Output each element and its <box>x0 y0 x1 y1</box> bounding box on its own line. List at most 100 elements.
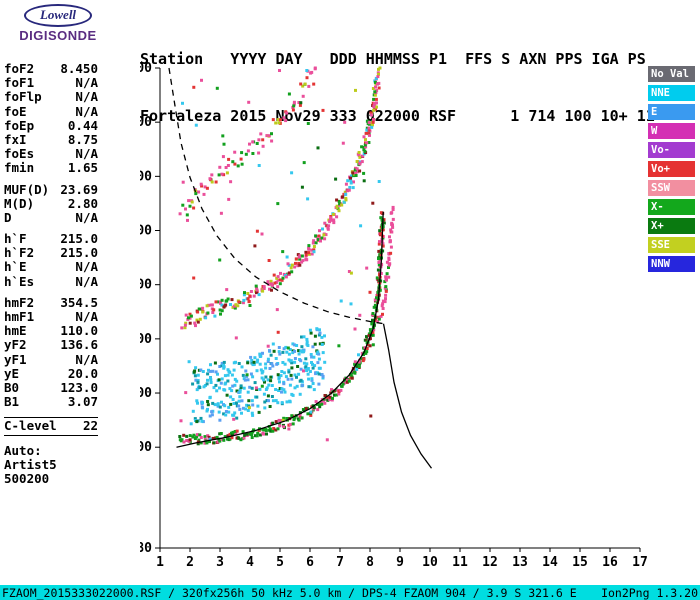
param-label: foE <box>4 103 27 119</box>
param-label: fmin <box>4 160 35 176</box>
param-row: M(D) 2.80 <box>4 195 98 211</box>
param-value: N/A <box>75 309 98 324</box>
param-value: N/A <box>75 351 98 367</box>
legend-item-x-: X- <box>648 199 695 215</box>
param-row: foFlp N/A <box>4 90 98 104</box>
x-tick-label: 13 <box>512 555 528 570</box>
param-label: foF2 <box>4 61 35 76</box>
param-label: B1 <box>4 394 20 410</box>
param-label: hmF2 <box>4 294 35 310</box>
param-value: 8.450 <box>60 61 98 76</box>
legend-item-no-val: No Val <box>648 66 695 82</box>
direction-legend: No Val NNE E W Vo- Vo+ SSW X- X+ SSE NNW <box>648 66 696 275</box>
param-row: Auto: <box>4 442 98 458</box>
x-tick-label: 15 <box>572 555 588 570</box>
panel-rule <box>4 434 98 436</box>
param-row: h`F2 215.0 <box>4 246 98 260</box>
param-label: foFlp <box>4 89 42 105</box>
param-row: yF1 N/A <box>4 351 98 367</box>
param-label: foF1 <box>4 75 35 91</box>
ionogram-plot: 1234567891011121314151617900800700600500… <box>129 60 652 584</box>
param-row: h`Es N/A <box>4 273 98 289</box>
y-tick-label: 600 <box>140 224 152 239</box>
param-row: hmE 110.0 <box>4 323 98 339</box>
param-row: h`F 215.0 <box>4 231 98 247</box>
parameter-panel: foF2 8.450 foF1 N/A foFlp N/A foE N/A foEp 0.44 fx… <box>4 61 98 486</box>
param-value: 0.44 <box>67 117 98 133</box>
param-label: Auto: <box>4 442 42 458</box>
y-tick-label: 700 <box>140 169 152 184</box>
param-value: 3.07 <box>67 394 98 410</box>
panel-rule <box>4 417 98 419</box>
param-value: 20.0 <box>67 365 98 381</box>
param-value: 354.5 <box>60 294 98 310</box>
param-label: h`E <box>4 259 27 275</box>
x-tick-label: 2 <box>186 555 194 570</box>
lowell-logo-oval: Lowell <box>23 4 93 27</box>
param-label: fxI <box>4 131 27 147</box>
param-value: 22 <box>82 418 98 434</box>
status-file-info: FZAOM_2015333022000.RSF / 320fx256h 50 k… <box>2 585 577 600</box>
param-row: foEp 0.44 <box>4 117 98 133</box>
param-label: h`F <box>4 231 27 247</box>
param-label: yF1 <box>4 351 27 367</box>
param-row: h`E N/A <box>4 260 98 274</box>
param-value: 2.80 <box>67 195 98 211</box>
echo-dots <box>178 66 395 446</box>
status-version: Ion2Png 1.3.20 <box>601 585 698 600</box>
param-row: foEs N/A <box>4 146 98 162</box>
x-tick-label: 7 <box>336 555 344 570</box>
legend-item-x+: X+ <box>648 218 695 234</box>
legend-item-nnw: NNW <box>648 256 695 272</box>
y-tick-label: 800 <box>140 115 152 130</box>
param-row: D N/A <box>4 209 98 225</box>
muf-transmission-curve <box>168 67 384 325</box>
x-tick-label: 4 <box>246 555 254 570</box>
param-row: yE 20.0 <box>4 365 98 381</box>
x-tick-label: 10 <box>422 555 438 570</box>
param-value: N/A <box>75 259 98 275</box>
param-label: yF2 <box>4 337 27 353</box>
param-value: N/A <box>75 273 98 289</box>
param-value: 1.65 <box>67 160 98 176</box>
param-value: 8.75 <box>67 131 98 147</box>
param-value: 23.69 <box>60 181 98 197</box>
x-tick-label: 12 <box>482 555 498 570</box>
digisonde-logo: Lowell DIGISONDE <box>8 4 108 43</box>
status-bar: FZAOM_2015333022000.RSF / 320fx256h 50 k… <box>0 585 700 600</box>
param-row: MUF(D) 23.69 <box>4 181 98 197</box>
param-label: M(D) <box>4 195 35 211</box>
y-tick-label: 500 <box>140 278 152 293</box>
legend-item-w: W <box>648 123 695 139</box>
x-tick-label: 11 <box>452 555 468 570</box>
x-tick-label: 14 <box>542 555 558 570</box>
param-row: C-level 22 <box>4 419 98 433</box>
legend-item-e: E <box>648 104 695 120</box>
x-tick-label: 8 <box>366 555 374 570</box>
param-label: D <box>4 209 12 225</box>
param-value: N/A <box>75 209 98 225</box>
param-row: foF1 N/A <box>4 75 98 91</box>
param-value: N/A <box>75 89 98 105</box>
digisonde-logo-text: DIGISONDE <box>19 28 97 43</box>
header-line-1: Station YYYY DAY DDD HHMMSS P1 FFS S AXN… <box>140 50 646 68</box>
param-row: foF2 8.450 <box>4 61 98 76</box>
y-tick-label: 200 <box>140 440 152 455</box>
param-label: MUF(D) <box>4 181 50 197</box>
param-row: yF2 136.6 <box>4 338 98 352</box>
transmission-curve-right-branch <box>382 323 433 469</box>
param-label: hmE <box>4 323 27 339</box>
x-tick-label: 6 <box>306 555 314 570</box>
param-value: 123.0 <box>60 379 98 395</box>
y-tick-label: 300 <box>140 386 152 401</box>
param-label: h`F2 <box>4 245 35 261</box>
param-row: fxI 8.75 <box>4 131 98 147</box>
param-value: 215.0 <box>60 231 98 247</box>
param-row: hmF2 354.5 <box>4 294 98 310</box>
param-label: hmF1 <box>4 309 35 324</box>
x-tick-label: 5 <box>276 555 284 570</box>
x-tick-label: 16 <box>602 555 618 570</box>
param-value: N/A <box>75 75 98 91</box>
param-value: N/A <box>75 146 98 162</box>
